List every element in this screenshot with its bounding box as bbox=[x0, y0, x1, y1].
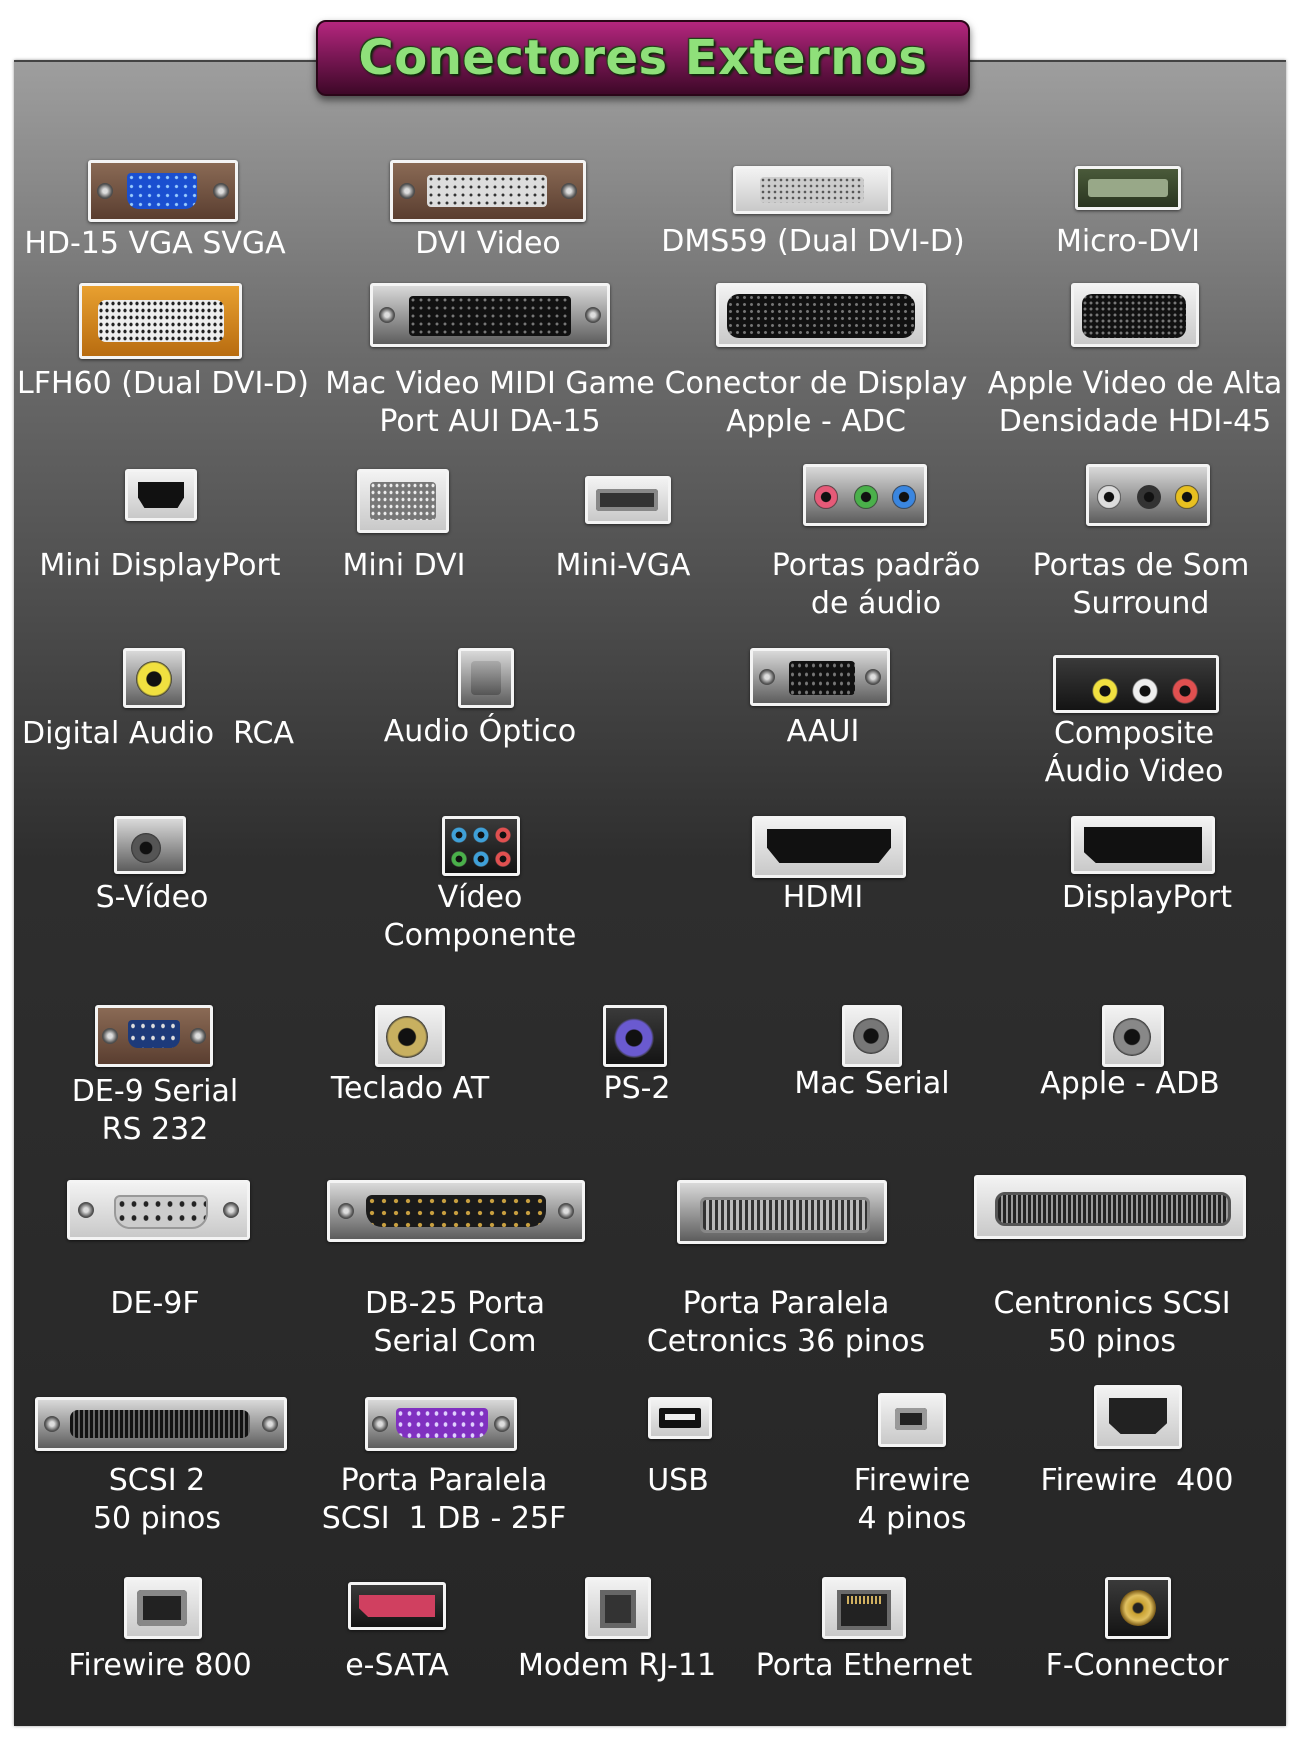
displayport-icon bbox=[1071, 816, 1215, 874]
firewire400-icon bbox=[1094, 1385, 1182, 1449]
mini-dvi-icon bbox=[357, 469, 449, 533]
db25-port-icon bbox=[327, 1180, 585, 1242]
connector-label: Teclado AT bbox=[330, 1071, 490, 1106]
rca-jack-icon bbox=[123, 648, 185, 708]
connector-label: Firewire 800 bbox=[68, 1648, 252, 1683]
centronics36-icon bbox=[677, 1180, 887, 1244]
de9f-connector-icon bbox=[67, 1180, 250, 1240]
connector-label: DMS59 (Dual DVI-D) bbox=[661, 224, 965, 259]
de9-serial-icon bbox=[95, 1005, 213, 1067]
mac-serial-icon bbox=[842, 1005, 902, 1067]
connector-label: Micro-DVI bbox=[1055, 224, 1201, 259]
connector-label: Conector de Display Apple - ADC bbox=[664, 366, 968, 439]
connector-label: Audio Óptico bbox=[383, 714, 577, 749]
adb-port-icon bbox=[1102, 1005, 1164, 1067]
connector-label: DisplayPort bbox=[1061, 880, 1233, 915]
firewire4-icon bbox=[878, 1393, 946, 1447]
adc-port-icon bbox=[716, 283, 926, 347]
connector-label: Apple Video de Alta Densidade HDI-45 bbox=[987, 366, 1283, 439]
audio-jacks-icon bbox=[803, 464, 927, 526]
centronics-scsi-icon bbox=[974, 1175, 1246, 1239]
hdi45-port-icon bbox=[1071, 283, 1199, 347]
connector-label: DE-9F bbox=[110, 1286, 200, 1321]
page-title: Conectores Externos bbox=[358, 30, 928, 86]
connector-label: Modem RJ-11 bbox=[517, 1648, 717, 1683]
esata-port-icon bbox=[348, 1582, 446, 1630]
parallel-db25-icon bbox=[365, 1397, 517, 1451]
scsi2-port-icon bbox=[35, 1397, 287, 1451]
connector-label: Mac Video MIDI Game Port AUI DA-15 bbox=[325, 366, 655, 439]
dvi-port-icon bbox=[390, 160, 586, 222]
connector-label: DB-25 Porta Serial Com bbox=[364, 1286, 546, 1359]
connector-label: Vídeo Componente bbox=[383, 880, 577, 953]
connector-label: DE-9 Serial RS 232 bbox=[71, 1074, 239, 1147]
connector-label: DVI Video bbox=[415, 226, 561, 261]
ethernet-port-icon bbox=[822, 1577, 906, 1639]
s-video-icon bbox=[114, 816, 186, 874]
connector-label: HD-15 VGA SVGA bbox=[24, 226, 286, 261]
component-video-icon bbox=[442, 816, 520, 876]
at-keyboard-icon bbox=[375, 1005, 445, 1067]
surround-jacks-icon bbox=[1086, 464, 1210, 526]
connector-label: Firewire 4 pinos bbox=[853, 1463, 971, 1536]
hdmi-port-icon bbox=[752, 816, 906, 878]
connector-label: Porta Paralela Cetronics 36 pinos bbox=[646, 1286, 926, 1359]
connector-label: LFH60 (Dual DVI-D) bbox=[17, 366, 309, 401]
connector-label: Mini-VGA bbox=[555, 548, 691, 583]
firewire800-icon bbox=[124, 1577, 202, 1639]
connector-label: Digital Audio RCA bbox=[22, 716, 294, 751]
mini-vga-icon bbox=[585, 476, 671, 524]
aaui-port-icon bbox=[750, 648, 890, 706]
connector-label: HDMI bbox=[782, 880, 864, 915]
usb-port-icon bbox=[648, 1397, 712, 1439]
vga-port-icon bbox=[88, 160, 238, 222]
dms59-port-icon bbox=[733, 166, 891, 214]
connector-label: Portas de Som Surround bbox=[1032, 548, 1250, 621]
composite-av-icon bbox=[1053, 655, 1219, 713]
rj11-port-icon bbox=[585, 1577, 651, 1639]
connector-label: Firewire 400 bbox=[1040, 1463, 1234, 1498]
connector-label: Composite Áudio Video bbox=[1044, 716, 1224, 789]
optical-audio-icon bbox=[458, 648, 514, 708]
ps2-port-icon bbox=[603, 1005, 667, 1067]
connector-label: Apple - ADB bbox=[1040, 1066, 1220, 1101]
connector-label: F-Connector bbox=[1045, 1648, 1229, 1683]
connector-label: e-SATA bbox=[345, 1648, 449, 1683]
mini-displayport-icon bbox=[125, 469, 197, 521]
title-banner: Conectores Externos bbox=[316, 20, 970, 96]
da15-port-icon bbox=[370, 283, 610, 347]
connector-label: Centronics SCSI 50 pinos bbox=[993, 1286, 1231, 1359]
connector-label: Porta Paralela SCSI 1 DB - 25F bbox=[321, 1463, 567, 1536]
connector-label: Porta Ethernet bbox=[755, 1648, 973, 1683]
connector-label: SCSI 2 50 pinos bbox=[92, 1463, 222, 1536]
lfh60-port-icon bbox=[79, 283, 242, 359]
connector-label: USB bbox=[647, 1463, 709, 1498]
connector-label: S-Vídeo bbox=[95, 880, 209, 915]
f-connector-icon bbox=[1105, 1577, 1171, 1639]
micro-dvi-port-icon bbox=[1075, 166, 1181, 210]
connector-label: PS-2 bbox=[603, 1071, 671, 1106]
connector-label: Mini DVI bbox=[342, 548, 466, 583]
connector-label: Portas padrão de áudio bbox=[771, 548, 981, 621]
connector-label: Mini DisplayPort bbox=[39, 548, 281, 583]
connector-label: AAUI bbox=[786, 714, 860, 749]
connector-label: Mac Serial bbox=[794, 1066, 950, 1101]
